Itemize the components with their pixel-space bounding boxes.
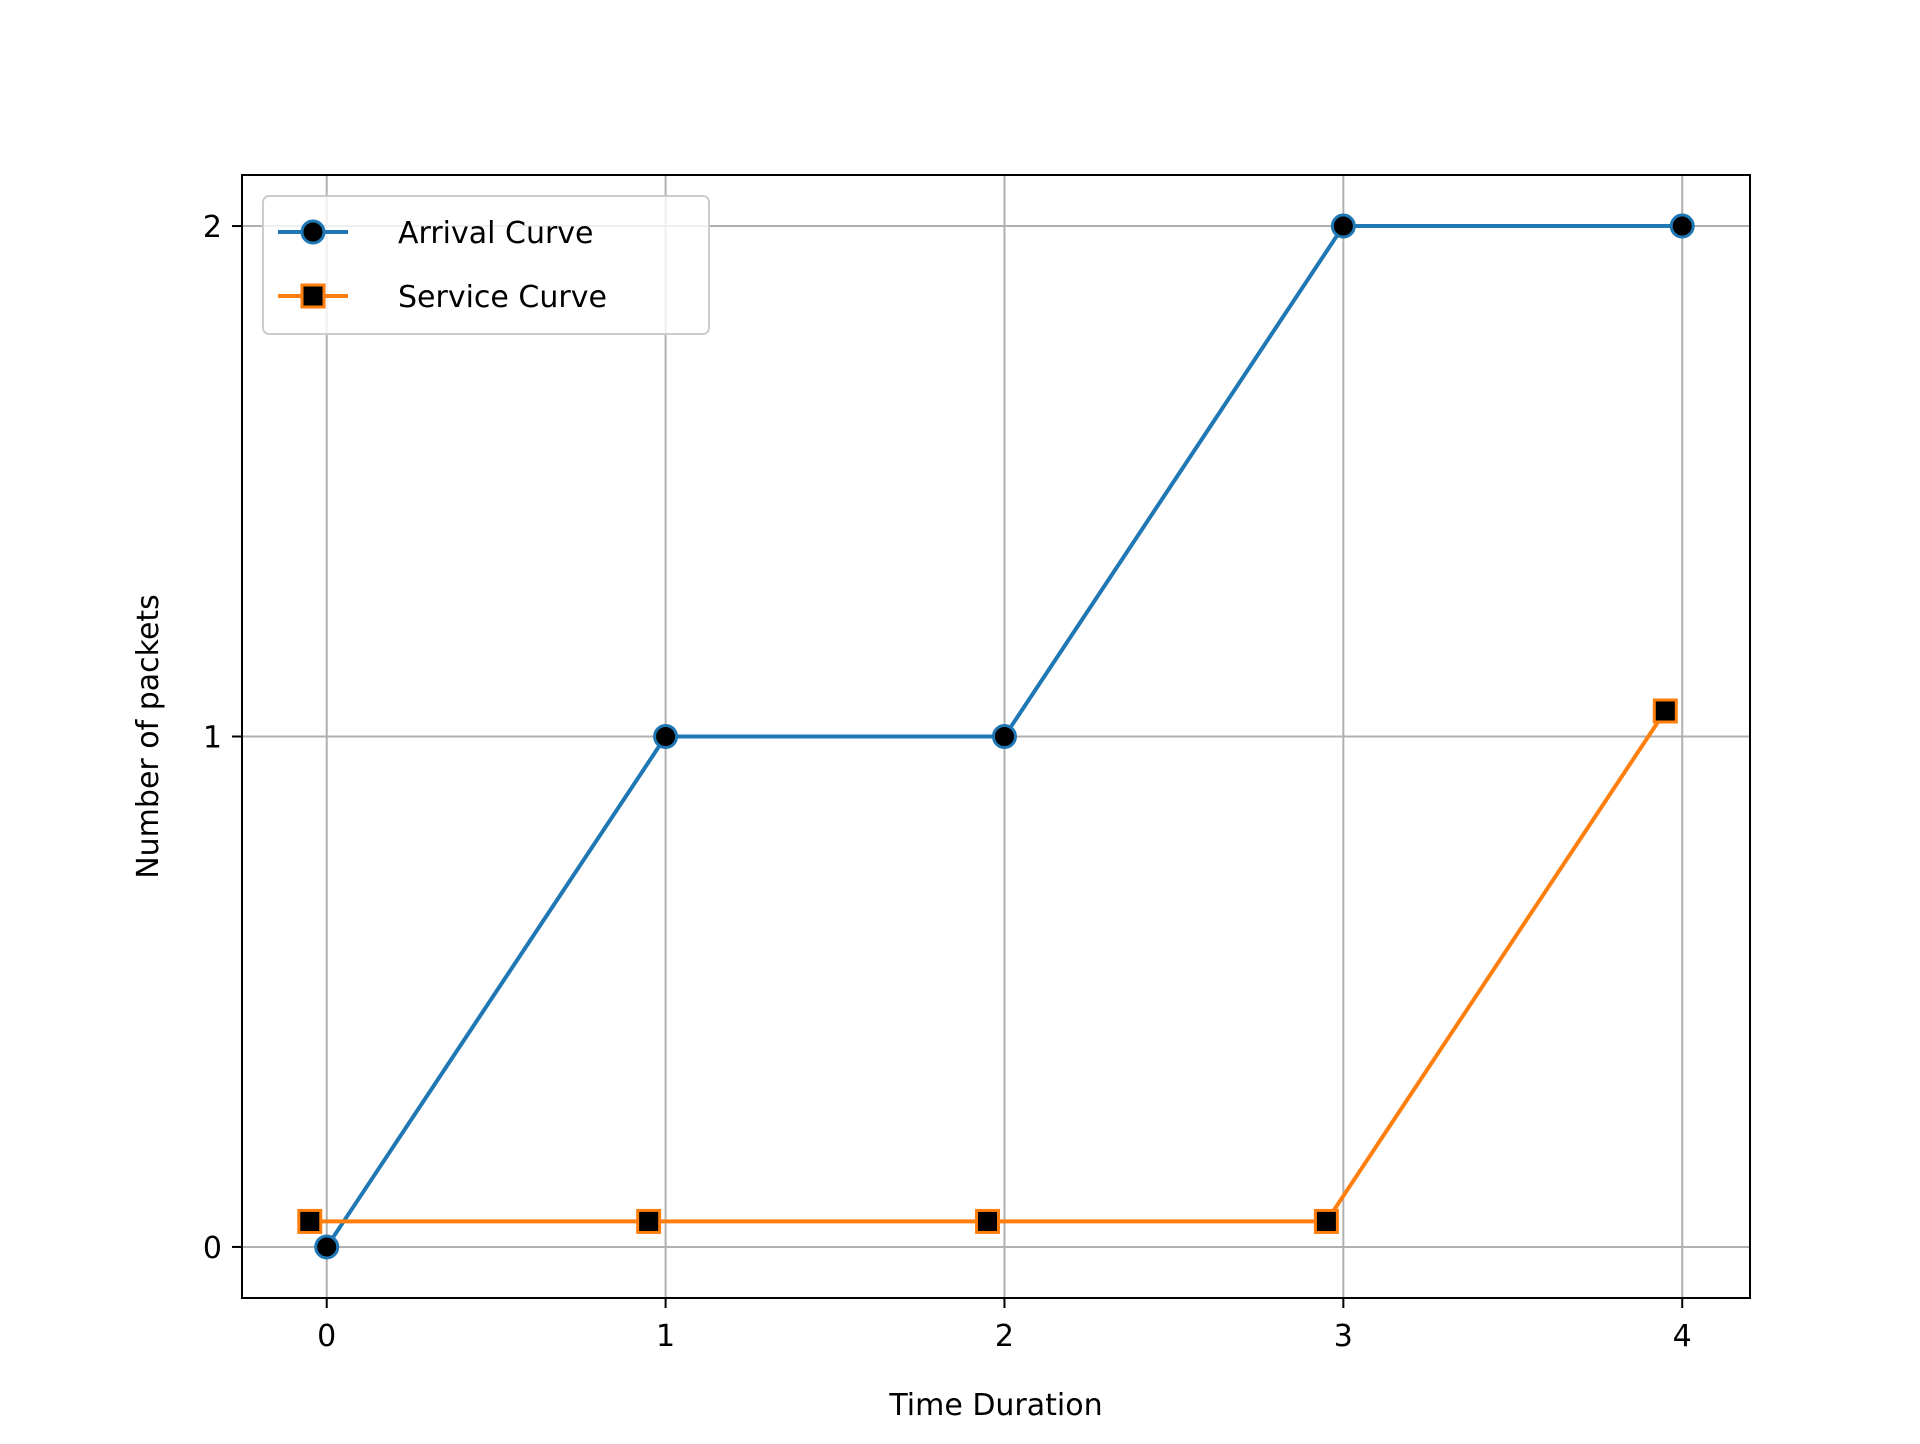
legend-marker — [300, 219, 326, 245]
data-point — [653, 724, 679, 749]
x-tick-label: 4 — [1673, 1319, 1692, 1354]
y-tick-label: 0 — [203, 1231, 222, 1266]
x-tick-label: 0 — [317, 1319, 336, 1354]
x-axis-label: Time Duration — [888, 1388, 1102, 1423]
x-tick-label: 3 — [1334, 1319, 1353, 1354]
y-tick-label: 2 — [203, 210, 222, 245]
series-1 — [297, 698, 1678, 1234]
data-point — [314, 1234, 340, 1260]
data-point — [1669, 213, 1695, 239]
data-point — [1652, 698, 1678, 724]
y-tick-label: 1 — [203, 721, 222, 756]
x-tick-label: 2 — [995, 1319, 1014, 1354]
data-point — [975, 1208, 1001, 1234]
ticks: 0 1 2 3 4 0 1 2 — [203, 210, 1692, 1354]
legend-marker — [300, 283, 326, 309]
legend-label: Arrival Curve — [398, 216, 594, 251]
legend-box — [262, 195, 710, 335]
data-point — [1330, 213, 1356, 239]
data-point — [991, 724, 1017, 749]
data-point — [297, 1208, 323, 1234]
legend: Arrival Curve Service Curve — [262, 195, 710, 335]
y-axis-label: Number of packets — [131, 594, 166, 879]
legend-label: Service Curve — [398, 280, 607, 315]
data-point — [1313, 1208, 1339, 1234]
series-layer — [297, 213, 1695, 1260]
series-0 — [314, 213, 1695, 1260]
x-tick-label: 1 — [656, 1319, 675, 1354]
data-point — [636, 1208, 662, 1234]
